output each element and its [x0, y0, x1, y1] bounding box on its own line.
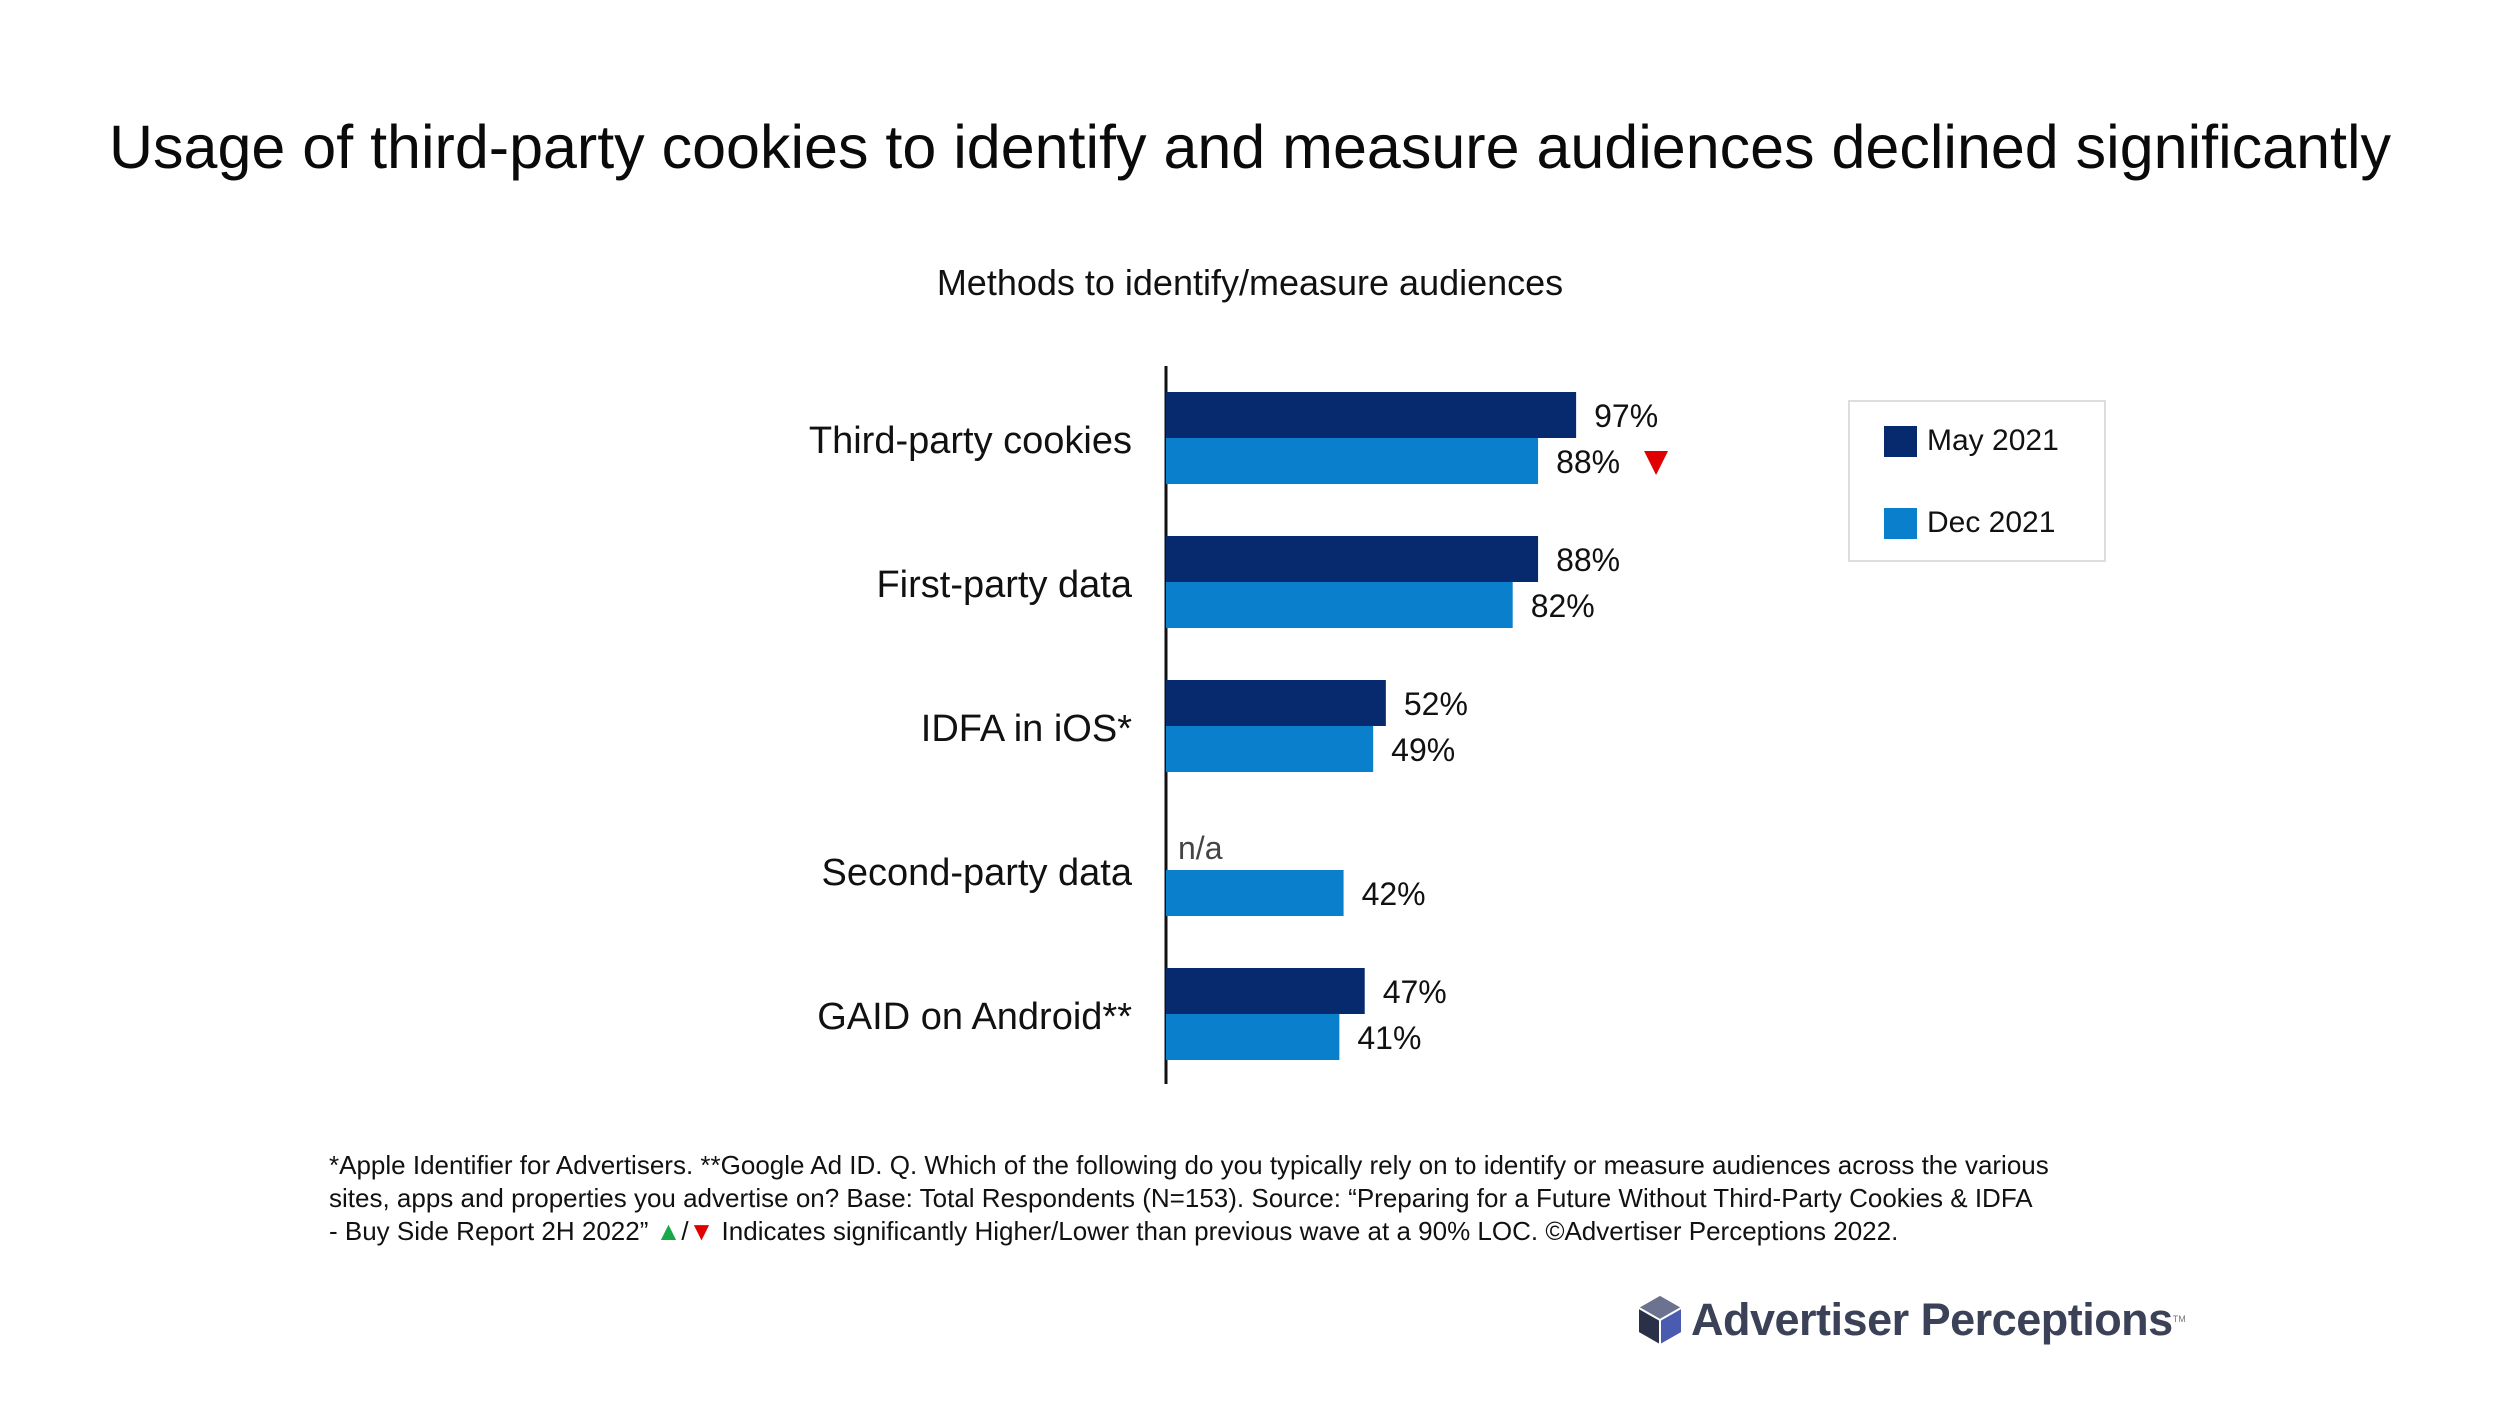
- footnote-line-3: - Buy Side Report 2H 2022” ▲/▼ Indicates…: [329, 1215, 2209, 1248]
- data-label-may-2021-third-party-cookies: 97%: [1594, 398, 1658, 434]
- legend-label-dec-2021: Dec 2021: [1927, 506, 2056, 539]
- up-triangle-icon: ▲: [655, 1216, 682, 1246]
- legend-swatch-may-2021: [1884, 425, 1917, 457]
- data-label-dec-2021-first-party-data: 82%: [1531, 588, 1595, 624]
- footnote-slash: /: [681, 1216, 689, 1246]
- logo-tm: TM: [2172, 1314, 2186, 1324]
- bar-may-2021-gaid-on-android: [1166, 968, 1365, 1014]
- bar-may-2021-idfa-in-ios: [1166, 680, 1386, 726]
- footnote: *Apple Identifier for Advertisers. **Goo…: [329, 1149, 2209, 1248]
- down-triangle-icon: ▼: [688, 1216, 715, 1246]
- logo-mark-icon: [1638, 1296, 1682, 1344]
- category-label-third-party-cookies: Third-party cookies: [809, 420, 1132, 462]
- bar-dec-2021-first-party-data: [1166, 582, 1513, 628]
- bar-dec-2021-third-party-cookies: [1166, 438, 1539, 484]
- footnote-line-3-start: - Buy Side Report 2H 2022”: [329, 1216, 656, 1246]
- data-label-may-2021-second-party-data: n/a: [1178, 830, 1223, 866]
- legend-label-may-2021: May 2021: [1927, 424, 2059, 457]
- legend-item-dec-2021: Dec 2021: [1884, 506, 2055, 540]
- bar-dec-2021-gaid-on-android: [1166, 1014, 1340, 1060]
- bar-dec-2021-second-party-data: [1166, 870, 1344, 916]
- data-label-may-2021-gaid-on-android: 47%: [1383, 974, 1447, 1010]
- logo-text: Advertiser Perceptions: [1691, 1294, 2173, 1345]
- data-label-dec-2021-third-party-cookies: 88%: [1556, 444, 1620, 480]
- page-title: Usage of third-party cookies to identify…: [109, 113, 2391, 181]
- chart-title: Methods to identify/measure audiences: [936, 262, 1564, 303]
- bar-chart: Third-party cookies 97% 88% First-party dat…: [809, 366, 1669, 1084]
- significance-down-triangle-icon: [1644, 451, 1669, 475]
- category-label-idfa-in-ios: IDFA in iOS*: [921, 708, 1132, 750]
- footnote-line-1: *Apple Identifier for Advertisers. **Goo…: [329, 1150, 2049, 1180]
- data-label-may-2021-idfa-in-ios: 52%: [1404, 686, 1468, 722]
- chart-legend: May 2021 Dec 2021: [1848, 400, 2106, 562]
- category-label-gaid-on-android: GAID on Android**: [817, 996, 1132, 1038]
- brand-logo: Advertiser Perceptions TM: [1637, 1290, 2186, 1350]
- legend-item-may-2021: May 2021: [1884, 424, 2059, 458]
- footnote-line-2: sites, apps and properties you advertise…: [329, 1183, 2033, 1213]
- footnote-line-3-end: Indicates significantly Higher/Lower tha…: [714, 1216, 1899, 1246]
- category-label-second-party-data: Second-party data: [821, 852, 1132, 894]
- category-label-first-party-data: First-party data: [876, 564, 1132, 606]
- data-label-dec-2021-gaid-on-android: 41%: [1357, 1020, 1421, 1056]
- data-label-dec-2021-idfa-in-ios: 49%: [1391, 732, 1455, 768]
- bar-dec-2021-idfa-in-ios: [1166, 726, 1374, 772]
- bar-may-2021-first-party-data: [1166, 536, 1539, 582]
- data-label-may-2021-first-party-data: 88%: [1556, 542, 1620, 578]
- data-label-dec-2021-second-party-data: 42%: [1362, 876, 1426, 912]
- legend-swatch-dec-2021: [1884, 507, 1917, 539]
- bar-may-2021-third-party-cookies: [1166, 392, 1577, 438]
